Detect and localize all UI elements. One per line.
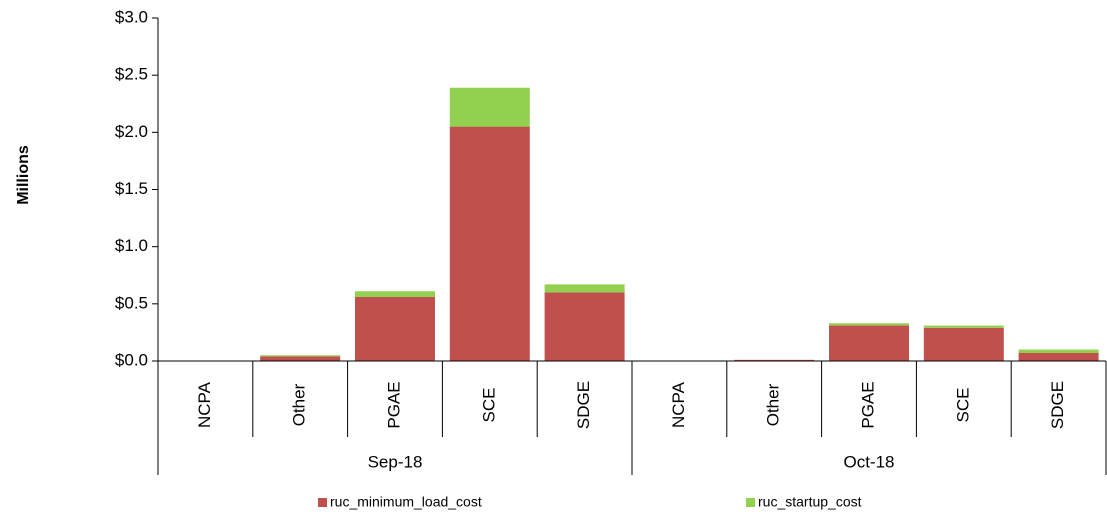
bar-segment	[829, 325, 909, 361]
bar-segment	[734, 359, 815, 361]
x-tick-label: NCPA	[195, 381, 214, 428]
group-label: Oct-18	[843, 452, 894, 471]
legend-swatch	[318, 498, 327, 507]
x-tick-label: SDGE	[1048, 381, 1067, 429]
y-tick-label: $1.5	[115, 179, 148, 198]
y-tick-label: $0.0	[115, 350, 148, 369]
bar-segment	[923, 327, 1004, 361]
bar-segment	[1018, 349, 1099, 353]
bar-segment	[449, 87, 530, 127]
bar-segment	[355, 296, 435, 361]
x-tick-label: SCE	[953, 388, 972, 423]
y-tick-label: $2.0	[115, 122, 148, 141]
y-tick-label: $0.5	[115, 293, 148, 312]
legend-label: ruc_startup_cost	[758, 494, 862, 510]
bar-segment	[355, 291, 435, 297]
x-tick-label: Other	[290, 383, 309, 426]
x-tick-label: SCE	[479, 388, 498, 423]
y-tick-label: $3.0	[115, 7, 148, 26]
x-tick-label: SDGE	[574, 381, 593, 429]
bar-segment	[260, 356, 341, 361]
group-label: Sep-18	[368, 452, 423, 471]
bar-segment	[829, 323, 909, 326]
legend-label: ruc_minimum_load_cost	[330, 494, 482, 510]
bar-segment	[923, 325, 1004, 328]
y-tick-label: $1.0	[115, 236, 148, 255]
bar-segment	[544, 284, 625, 293]
bar-segment	[1018, 352, 1099, 361]
y-tick-label: $2.5	[115, 65, 148, 84]
bar-segment	[449, 126, 530, 361]
legend-swatch	[746, 498, 755, 507]
y-axis-label: Millions	[15, 145, 32, 205]
x-tick-label: NCPA	[669, 381, 688, 428]
x-tick-label: PGAE	[858, 381, 877, 428]
bar-segment	[544, 292, 625, 361]
x-tick-label: Other	[764, 383, 783, 426]
bar-segment	[260, 355, 341, 357]
x-tick-label: PGAE	[384, 381, 403, 428]
